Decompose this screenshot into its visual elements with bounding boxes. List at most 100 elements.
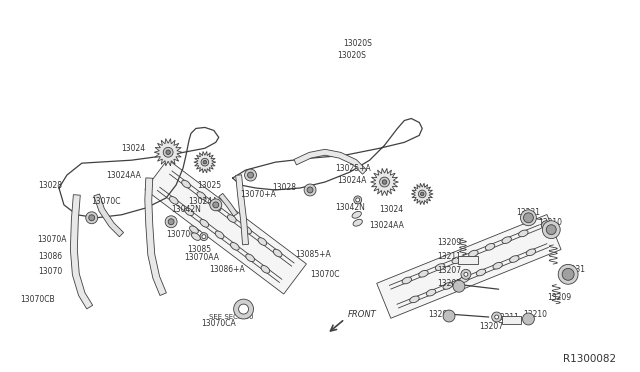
- Ellipse shape: [189, 226, 198, 233]
- Circle shape: [168, 219, 174, 225]
- Circle shape: [86, 212, 98, 224]
- Circle shape: [382, 180, 387, 184]
- Circle shape: [464, 272, 468, 276]
- Ellipse shape: [353, 219, 362, 226]
- Circle shape: [239, 304, 248, 314]
- Text: 13070C: 13070C: [91, 198, 120, 206]
- Circle shape: [461, 269, 471, 279]
- Circle shape: [248, 172, 253, 178]
- Ellipse shape: [476, 269, 486, 276]
- Polygon shape: [194, 151, 216, 173]
- Ellipse shape: [419, 270, 428, 277]
- Circle shape: [520, 210, 536, 226]
- Text: 13024AA: 13024AA: [370, 221, 404, 230]
- Circle shape: [420, 192, 424, 196]
- Circle shape: [541, 221, 551, 231]
- Ellipse shape: [468, 250, 478, 257]
- Text: 13085: 13085: [187, 245, 211, 254]
- Ellipse shape: [261, 266, 269, 273]
- Circle shape: [524, 213, 533, 223]
- Text: 13209: 13209: [547, 293, 572, 302]
- Circle shape: [234, 299, 253, 319]
- Text: 13070C: 13070C: [310, 270, 340, 279]
- Text: 13024: 13024: [380, 205, 404, 214]
- Circle shape: [419, 190, 426, 198]
- Text: 13207: 13207: [479, 323, 503, 331]
- Circle shape: [562, 268, 574, 280]
- Ellipse shape: [243, 226, 252, 234]
- Ellipse shape: [273, 249, 282, 257]
- Ellipse shape: [185, 208, 193, 216]
- Ellipse shape: [443, 283, 452, 289]
- Text: 13209: 13209: [437, 238, 461, 247]
- Ellipse shape: [502, 237, 511, 243]
- Text: 13070CA: 13070CA: [201, 320, 236, 328]
- Text: SEE SEC.120: SEE SEC.120: [209, 314, 253, 320]
- Ellipse shape: [191, 233, 200, 240]
- Text: 13024AA: 13024AA: [107, 171, 141, 180]
- Text: 13024A: 13024A: [337, 176, 366, 185]
- Circle shape: [166, 150, 170, 154]
- Circle shape: [203, 160, 207, 164]
- Circle shape: [522, 313, 534, 325]
- Text: 13210: 13210: [524, 310, 547, 318]
- Text: 13207: 13207: [437, 266, 461, 275]
- Circle shape: [89, 215, 95, 221]
- Text: 13042N: 13042N: [335, 203, 365, 212]
- Text: 13086: 13086: [38, 252, 62, 261]
- Text: FRONT: FRONT: [348, 310, 376, 318]
- Text: 13085+A: 13085+A: [295, 250, 331, 259]
- Text: 13211: 13211: [437, 252, 461, 261]
- Circle shape: [354, 196, 362, 204]
- Polygon shape: [294, 149, 367, 174]
- Ellipse shape: [227, 215, 236, 222]
- Text: 13025+A: 13025+A: [335, 164, 371, 173]
- Ellipse shape: [518, 230, 528, 237]
- Circle shape: [163, 147, 173, 157]
- Circle shape: [380, 177, 389, 187]
- Ellipse shape: [526, 249, 536, 256]
- Ellipse shape: [493, 262, 502, 269]
- Text: 13086+A: 13086+A: [209, 265, 244, 274]
- Polygon shape: [154, 138, 182, 166]
- Circle shape: [201, 158, 209, 166]
- Ellipse shape: [182, 180, 191, 188]
- Ellipse shape: [170, 196, 178, 204]
- Polygon shape: [219, 193, 237, 216]
- Polygon shape: [236, 175, 248, 245]
- Ellipse shape: [452, 257, 461, 264]
- Bar: [458, 256, 478, 264]
- Text: 13042N: 13042N: [171, 205, 201, 214]
- Ellipse shape: [212, 203, 221, 211]
- Text: 13028: 13028: [273, 183, 296, 192]
- Text: 13070CC: 13070CC: [166, 230, 201, 239]
- Ellipse shape: [230, 243, 239, 250]
- Text: 13070AA: 13070AA: [184, 253, 219, 262]
- Ellipse shape: [410, 296, 419, 303]
- Ellipse shape: [215, 231, 224, 239]
- Circle shape: [542, 221, 560, 238]
- Text: 13028: 13028: [38, 180, 62, 189]
- Text: 13025: 13025: [197, 182, 221, 190]
- Ellipse shape: [485, 244, 495, 250]
- Text: 13070+A: 13070+A: [241, 190, 276, 199]
- Ellipse shape: [200, 219, 209, 227]
- Circle shape: [200, 232, 208, 241]
- Circle shape: [495, 315, 499, 319]
- Circle shape: [165, 216, 177, 228]
- Text: 13231: 13231: [561, 265, 585, 274]
- Polygon shape: [377, 215, 561, 318]
- Text: 13201: 13201: [437, 279, 461, 288]
- Polygon shape: [145, 178, 166, 295]
- Circle shape: [304, 184, 316, 196]
- Bar: [502, 316, 522, 324]
- Circle shape: [307, 187, 313, 193]
- Text: 13020S: 13020S: [343, 39, 372, 48]
- Text: 13070A: 13070A: [37, 235, 67, 244]
- Circle shape: [492, 312, 502, 322]
- Circle shape: [202, 235, 206, 238]
- Polygon shape: [70, 195, 93, 309]
- Ellipse shape: [246, 254, 255, 262]
- Text: 13202: 13202: [428, 310, 452, 318]
- Circle shape: [356, 198, 360, 202]
